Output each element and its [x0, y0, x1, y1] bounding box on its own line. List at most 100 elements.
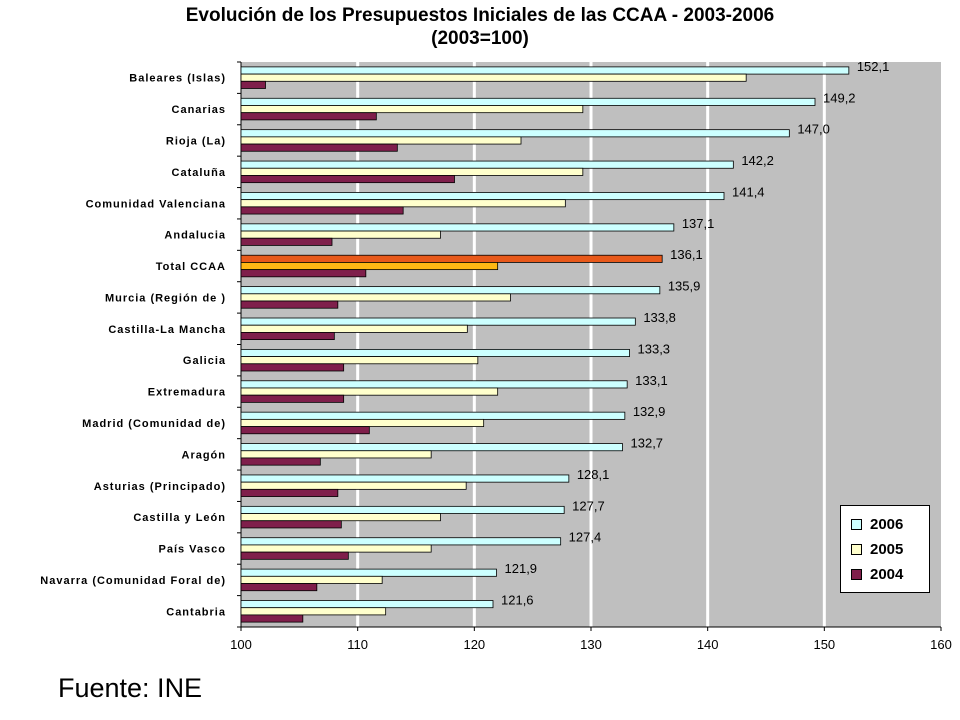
bar-2004: [240, 551, 349, 560]
x-tick-label: 150: [813, 637, 835, 652]
category-label: Baleares (Islas): [129, 73, 226, 85]
bar-2005: [240, 136, 522, 145]
bar-2005: [240, 199, 566, 208]
legend-item-2006: 2006: [851, 512, 929, 537]
bar-2006: [240, 568, 497, 577]
data-label: 128,1: [577, 467, 610, 482]
bar-2006: [240, 317, 636, 326]
bar-2004: [240, 175, 455, 184]
data-label: 147,0: [797, 122, 830, 137]
bar-2006: [240, 192, 725, 201]
category-label: Castilla y León: [133, 512, 226, 524]
bar-2004: [240, 457, 321, 466]
bar-2004: [240, 112, 377, 121]
category-label: País Vasco: [159, 544, 227, 556]
bar-2005: [240, 293, 511, 302]
legend-label-2005: 2005: [870, 541, 904, 558]
bar-2005: [240, 513, 441, 522]
bar-2004: [240, 80, 266, 89]
bar-2004: [240, 332, 335, 341]
data-label: 141,4: [732, 184, 765, 199]
bar-2004: [240, 237, 333, 246]
bar-2004: [240, 394, 345, 403]
data-label: 142,2: [741, 153, 774, 168]
x-tick-label: 110: [347, 637, 368, 652]
bar-2005: [240, 418, 485, 427]
legend-label-2006: 2006: [870, 516, 904, 533]
category-label: Comunidad Valenciana: [86, 198, 226, 210]
source-note: Fuente: INE: [58, 673, 203, 703]
data-label: 121,6: [501, 593, 534, 608]
bar-2005: [240, 230, 441, 239]
bar-2006: [240, 537, 562, 546]
legend-swatch-2006: [851, 519, 862, 530]
data-label: 149,2: [823, 90, 856, 105]
chart-title-line1: Evolución de los Presupuestos Iniciales …: [185, 5, 775, 26]
category-label: Rioja (La): [166, 135, 226, 147]
bar-2005: [240, 167, 584, 176]
data-label: 152,1: [857, 59, 890, 74]
category-label: Cantabria: [166, 606, 226, 618]
category-label: Madrid (Comunidad de): [82, 418, 226, 430]
legend-item-2005: 2005: [851, 537, 929, 562]
x-tick-label: 100: [230, 637, 252, 652]
category-label: Aragón: [182, 449, 227, 461]
bar-2006: [240, 129, 790, 138]
bar-2006: [240, 505, 565, 514]
data-label: 132,9: [633, 404, 666, 419]
bar-2006: [240, 348, 630, 357]
bar-2005: [240, 262, 499, 271]
bar-2004: [240, 583, 318, 592]
bar-2004: [240, 614, 304, 623]
x-tick-label: 140: [697, 637, 719, 652]
bar-2004: [240, 488, 339, 497]
legend-item-2004: 2004: [851, 562, 929, 587]
bar-2005: [240, 324, 468, 333]
bar-2004: [240, 300, 339, 309]
bar-2005: [240, 481, 467, 490]
bar-2006: [240, 160, 734, 169]
category-label: Canarias: [172, 104, 226, 116]
bar-2006: [240, 223, 675, 232]
data-label: 132,7: [631, 436, 664, 451]
legend-swatch-2004: [851, 569, 862, 580]
bar-2005: [240, 544, 432, 553]
data-label: 136,1: [670, 247, 703, 262]
data-label: 135,9: [668, 279, 701, 294]
chart-legend: 2006 2005 2004: [840, 505, 930, 593]
bar-2004: [240, 206, 404, 215]
category-label: Asturias (Principado): [94, 481, 226, 493]
x-tick-label: 120: [463, 637, 485, 652]
legend-label-2004: 2004: [870, 566, 904, 583]
legend-swatch-2005: [851, 544, 862, 555]
bar-2005: [240, 73, 747, 82]
bar-2006: [240, 286, 661, 295]
data-label: 137,1: [682, 216, 715, 231]
category-label: Castilla-La Mancha: [108, 324, 226, 336]
bar-2006: [240, 443, 623, 452]
x-tick-label: 130: [580, 637, 602, 652]
chart-title-line2: (2003=100): [431, 28, 529, 49]
bar-2006: [240, 97, 816, 106]
bar-2005: [240, 105, 584, 114]
data-label: 121,9: [505, 561, 538, 576]
x-tick-label: 160: [930, 637, 952, 652]
data-label: 133,8: [643, 310, 676, 325]
data-label: 127,7: [572, 498, 605, 513]
bar-2005: [240, 450, 432, 459]
bar-2006: [240, 254, 663, 263]
category-label: Extremadura: [148, 387, 226, 399]
bar-2005: [240, 387, 499, 396]
bar-2006: [240, 411, 626, 420]
data-label: 133,1: [635, 373, 668, 388]
bar-2004: [240, 143, 398, 152]
bar-2004: [240, 269, 367, 278]
bar-2006: [240, 474, 570, 483]
chart-title: Evolución de los Presupuestos Iniciales …: [0, 4, 960, 50]
data-label: 133,3: [638, 341, 671, 356]
data-label: 127,4: [569, 530, 602, 545]
category-label: Murcia (Región de ): [105, 292, 226, 304]
category-label: Navarra (Comunidad Foral de): [40, 575, 226, 587]
bar-2006: [240, 600, 494, 609]
